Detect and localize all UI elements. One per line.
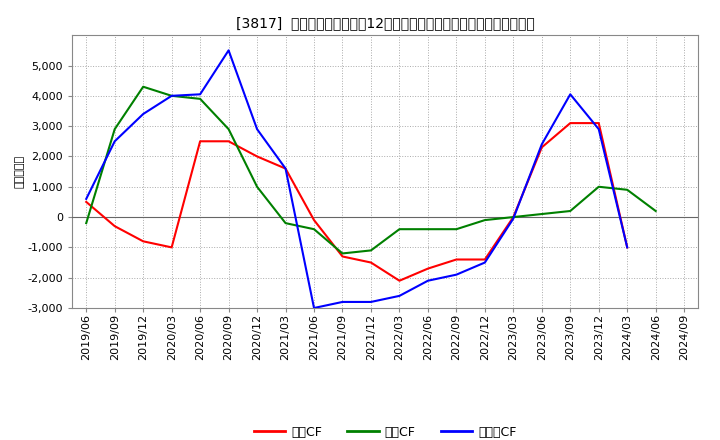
営業CF [82,199,91,205]
投資CF [282,220,290,226]
Title: [3817]  キャッシュフローの12か月移動合計の対前年同期増減額の推移: [3817] キャッシュフローの12か月移動合計の対前年同期増減額の推移 [236,16,534,30]
フリーCF [537,142,546,147]
営業CF [537,145,546,150]
投資CF [196,96,204,102]
投資CF [310,227,318,232]
営業CF [253,154,261,159]
フリーCF [423,278,432,283]
フリーCF [366,299,375,304]
投資CF [253,184,261,189]
投資CF [338,251,347,256]
フリーCF [595,127,603,132]
営業CF [338,254,347,259]
営業CF [225,139,233,144]
フリーCF [480,260,489,265]
営業CF [480,257,489,262]
フリーCF [196,92,204,97]
フリーCF [623,245,631,250]
フリーCF [82,196,91,202]
投資CF [566,209,575,214]
営業CF [452,257,461,262]
投資CF [366,248,375,253]
投資CF [225,127,233,132]
投資CF [110,127,119,132]
投資CF [423,227,432,232]
フリーCF [509,216,518,221]
投資CF [509,214,518,220]
投資CF [395,227,404,232]
営業CF [395,278,404,283]
投資CF [82,220,91,226]
フリーCF [139,111,148,117]
営業CF [423,266,432,271]
Line: 営業CF: 営業CF [86,123,627,281]
フリーCF [282,166,290,171]
営業CF [595,121,603,126]
投資CF [537,211,546,216]
投資CF [167,93,176,99]
営業CF [139,238,148,244]
営業CF [566,121,575,126]
営業CF [310,217,318,223]
営業CF [366,260,375,265]
営業CF [167,245,176,250]
フリーCF [225,48,233,53]
投資CF [139,84,148,89]
フリーCF [253,127,261,132]
営業CF [110,224,119,229]
フリーCF [110,139,119,144]
Line: フリーCF: フリーCF [86,50,627,308]
フリーCF [310,305,318,311]
営業CF [509,214,518,220]
フリーCF [452,272,461,277]
Legend: 営業CF, 投資CF, フリーCF: 営業CF, 投資CF, フリーCF [249,421,521,440]
フリーCF [167,93,176,99]
営業CF [196,139,204,144]
フリーCF [566,92,575,97]
フリーCF [395,293,404,298]
営業CF [282,166,290,171]
投資CF [623,187,631,192]
投資CF [452,227,461,232]
投資CF [595,184,603,189]
Line: 投資CF: 投資CF [86,87,656,253]
営業CF [623,245,631,250]
フリーCF [338,299,347,304]
Y-axis label: （百万円）: （百万円） [14,155,24,188]
投資CF [652,209,660,214]
投資CF [480,217,489,223]
